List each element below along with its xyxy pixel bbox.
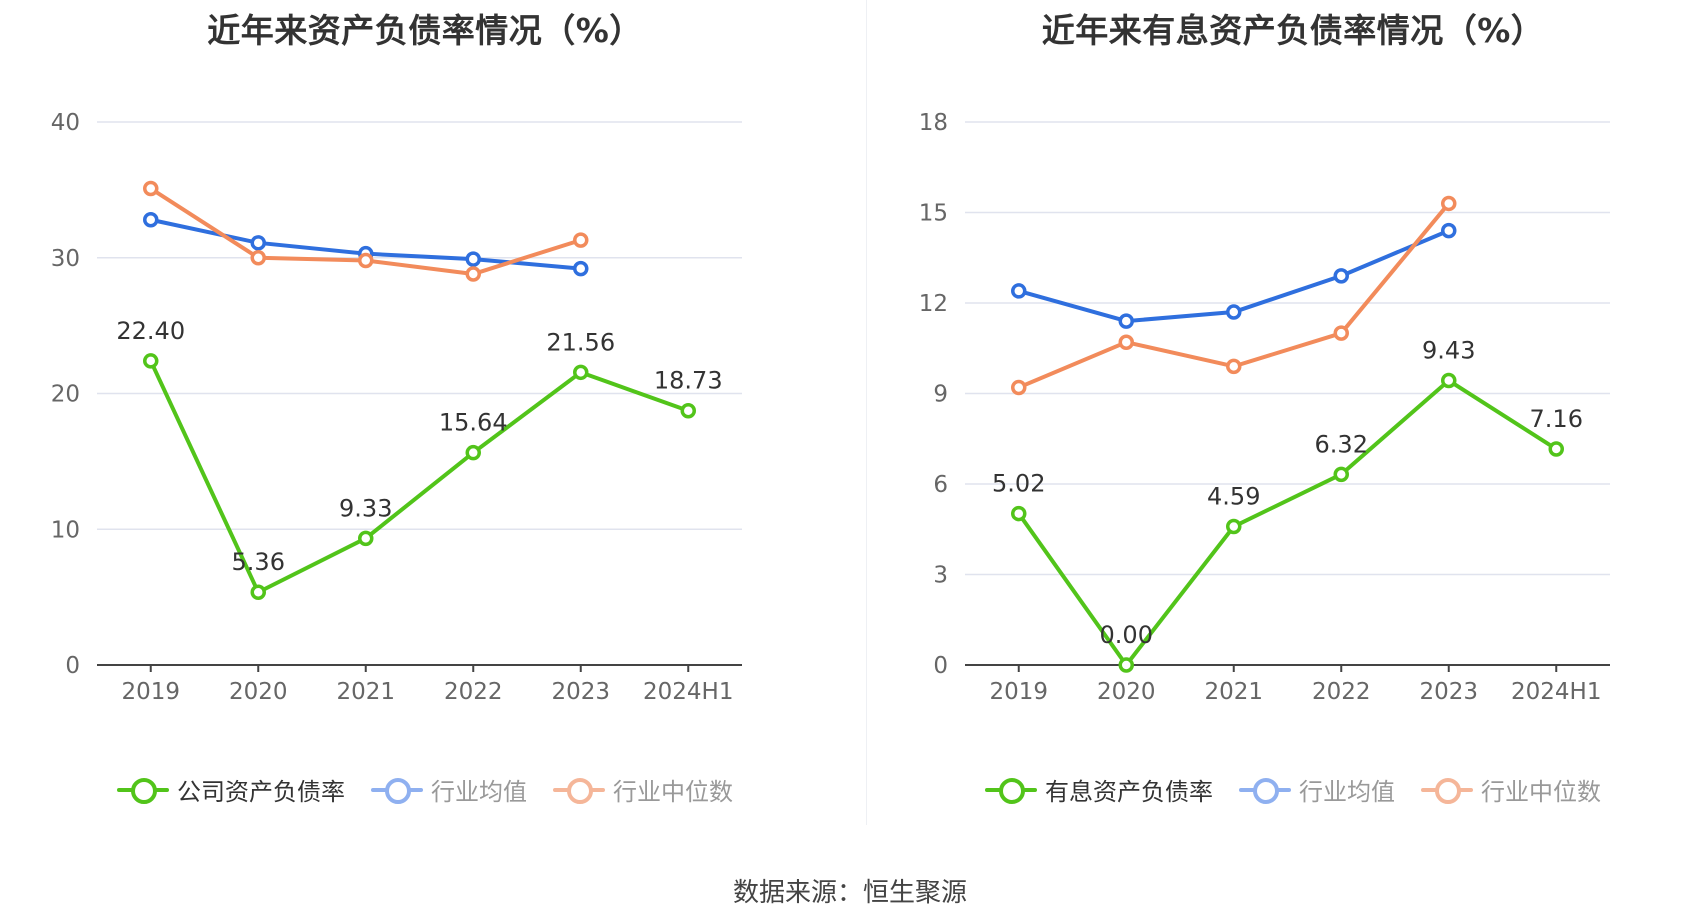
data-point xyxy=(1441,222,1457,239)
y-tick-label: 10 xyxy=(51,517,80,543)
legend-item[interactable]: 行业均值 xyxy=(371,772,527,807)
y-tick-label: 15 xyxy=(919,201,948,227)
x-tick-label: 2020 xyxy=(1097,679,1156,705)
x-tick-label: 2022 xyxy=(444,679,503,705)
panel-divider xyxy=(866,0,867,825)
data-point xyxy=(1118,657,1134,673)
data-label: 7.16 xyxy=(1530,405,1583,433)
data-point xyxy=(250,250,266,266)
data-point xyxy=(1011,505,1027,522)
x-tick-label: 2021 xyxy=(1204,679,1263,705)
x-tick-label: 2022 xyxy=(1312,679,1371,705)
data-label: 5.02 xyxy=(992,470,1045,498)
chart-panel-interest-debt: 近年来有息资产负债率情况（%） 0 3 6 9 12 15 18 2019 2020 2021 20… xyxy=(868,0,1700,830)
legend-label: 行业均值 xyxy=(1299,778,1395,806)
data-label: 21.56 xyxy=(546,328,615,356)
data-point xyxy=(1226,304,1242,320)
data-point xyxy=(250,584,266,600)
y-tick-label: 12 xyxy=(919,291,948,317)
data-source-note: 数据来源：恒生聚源 xyxy=(732,878,967,908)
data-label: 4.59 xyxy=(1207,483,1260,511)
y-tick-label: 30 xyxy=(51,246,80,272)
data-point xyxy=(1333,268,1349,284)
series-line xyxy=(1017,378,1558,667)
data-point xyxy=(1333,466,1349,483)
data-point xyxy=(573,364,589,381)
legend-swatch-icon xyxy=(1421,777,1473,804)
line-chart-total-debt-ratio: 0 10 20 30 40 2019 2020 2021 2022 2023 2024H1 22.40… xyxy=(51,110,742,705)
line-chart-interest-debt-ratio: 0 3 6 9 12 15 18 2019 2020 2021 2022 2023 2024H1 5.02… xyxy=(919,110,1610,705)
legend-label: 行业中位数 xyxy=(613,778,733,806)
data-label: 22.40 xyxy=(116,317,185,345)
x-tick-label: 2023 xyxy=(551,679,610,705)
x-tick-label: 2019 xyxy=(121,679,180,705)
legend-label: 行业均值 xyxy=(431,778,527,806)
data-point xyxy=(1118,313,1134,329)
data-point xyxy=(573,232,589,248)
x-tick-label: 2024H1 xyxy=(643,679,733,705)
x-tick-label: 2021 xyxy=(336,679,395,705)
x-tick-label: 2019 xyxy=(989,679,1048,705)
legend-label: 行业中位数 xyxy=(1481,778,1601,806)
y-tick-label: 40 xyxy=(51,110,80,136)
data-label: 6.32 xyxy=(1315,430,1368,458)
data-point xyxy=(465,444,481,461)
data-point xyxy=(143,353,159,369)
legend-swatch-icon xyxy=(117,777,169,804)
data-label: 15.64 xyxy=(439,409,508,437)
y-tick-label: 18 xyxy=(919,110,948,136)
legend-swatch-icon xyxy=(371,777,423,804)
data-point xyxy=(1441,372,1457,389)
data-label: 9.33 xyxy=(339,494,392,522)
legend-label: 公司资产负债率 xyxy=(177,778,345,806)
data-point xyxy=(1011,379,1027,396)
x-tick-label: 2020 xyxy=(229,679,288,705)
chart-legend: 有息资产负债率 行业均值 行业中位数 xyxy=(868,772,1700,807)
data-point xyxy=(465,251,481,267)
data-point xyxy=(358,530,374,547)
legend-item[interactable]: 公司资产负债率 xyxy=(117,772,345,807)
data-point xyxy=(358,252,374,269)
legend-item[interactable]: 有息资产负债率 xyxy=(985,772,1213,807)
legend-item[interactable]: 行业均值 xyxy=(1239,772,1395,807)
data-point xyxy=(1548,441,1564,457)
x-tick-label: 2024H1 xyxy=(1511,679,1601,705)
series-line xyxy=(148,360,689,595)
data-label: 5.36 xyxy=(232,548,285,576)
legend-swatch-icon xyxy=(985,777,1037,804)
data-point xyxy=(250,235,266,251)
data-point xyxy=(1226,518,1242,535)
chart-panel-total-debt: 近年来资产负债率情况（%） 0 10 20 30 40 2019 2020 2021 2022 2… xyxy=(0,0,850,830)
data-point xyxy=(1011,283,1027,299)
chart-legend: 公司资产负债率 行业均值 行业中位数 xyxy=(0,772,850,807)
data-point xyxy=(573,260,589,277)
data-point xyxy=(465,266,481,282)
data-label: 0.00 xyxy=(1100,621,1153,649)
y-tick-label: 6 xyxy=(933,472,948,498)
y-tick-label: 0 xyxy=(933,653,948,679)
data-label: 18.73 xyxy=(654,367,723,395)
legend-swatch-icon xyxy=(553,777,605,804)
legend-item[interactable]: 行业中位数 xyxy=(1421,772,1601,807)
data-point xyxy=(143,211,159,228)
x-tick-label: 2023 xyxy=(1419,679,1478,705)
data-point xyxy=(143,180,159,197)
data-point xyxy=(680,402,696,419)
data-point xyxy=(1226,358,1242,375)
y-tick-label: 9 xyxy=(933,382,948,408)
data-point xyxy=(1333,325,1349,341)
y-tick-label: 0 xyxy=(65,653,80,679)
data-point xyxy=(1441,195,1457,212)
legend-item[interactable]: 行业中位数 xyxy=(553,772,733,807)
chart-title: 近年来有息资产负债率情况（%） xyxy=(1041,11,1545,50)
chart-title: 近年来资产负债率情况（%） xyxy=(207,11,643,50)
legend-swatch-icon xyxy=(1239,777,1291,804)
data-point xyxy=(1118,334,1134,350)
y-tick-label: 20 xyxy=(51,382,80,408)
y-tick-label: 3 xyxy=(933,563,948,589)
legend-label: 有息资产负债率 xyxy=(1045,778,1213,806)
data-label: 9.43 xyxy=(1422,337,1475,365)
